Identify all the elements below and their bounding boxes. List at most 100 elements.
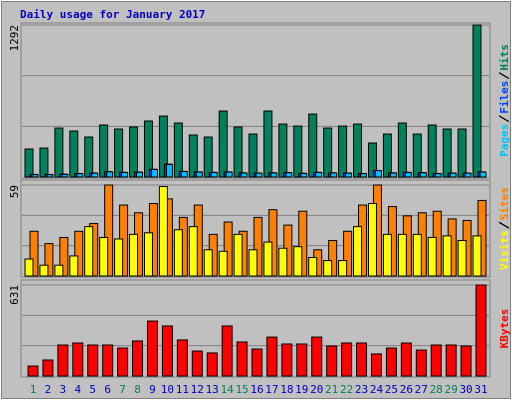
bar: [285, 172, 293, 178]
bar: [24, 148, 34, 178]
bar: [353, 226, 363, 277]
bar: [293, 246, 303, 277]
bar: [472, 235, 482, 277]
bar: [330, 172, 338, 178]
bar: [341, 342, 353, 377]
x-tick-label: 18: [280, 383, 293, 396]
y-tick-label: 631: [8, 285, 21, 305]
bar: [176, 339, 188, 377]
x-tick-label: 31: [474, 383, 487, 396]
legend: KBytes: [498, 309, 511, 349]
x-tick-label: 6: [104, 383, 111, 396]
bar: [57, 344, 69, 377]
bar: [203, 249, 213, 277]
bar: [345, 172, 353, 178]
bar: [136, 171, 144, 178]
x-tick-label: 23: [355, 383, 368, 396]
bar: [278, 247, 288, 277]
bar: [84, 136, 94, 178]
bar: [293, 125, 303, 178]
x-tick-label: 25: [385, 383, 398, 396]
bar: [419, 172, 427, 178]
bar: [173, 229, 183, 277]
bar: [29, 230, 39, 277]
x-tick-label: 5: [89, 383, 96, 396]
x-tick-label: 26: [400, 383, 413, 396]
bar: [253, 216, 263, 277]
bar: [475, 284, 487, 377]
bar: [195, 171, 203, 178]
bar: [210, 172, 218, 178]
x-tick-label: 27: [415, 383, 428, 396]
bar: [161, 325, 173, 377]
bar: [367, 203, 377, 277]
bar: [308, 256, 318, 277]
x-tick-label: 10: [161, 383, 174, 396]
legend-label: Visits: [498, 230, 511, 270]
x-tick-label: 3: [60, 383, 67, 396]
bar: [233, 126, 243, 178]
bar: [84, 226, 94, 277]
bar: [356, 342, 368, 377]
bar: [165, 164, 173, 178]
bar: [263, 241, 273, 277]
bar: [263, 110, 273, 178]
bar: [382, 133, 392, 178]
legend: Pages Files Hits: [498, 44, 511, 157]
x-tick-label: 8: [134, 383, 141, 396]
bar: [129, 126, 139, 178]
bar: [367, 142, 377, 178]
x-tick-label: 12: [191, 383, 204, 396]
bar: [39, 147, 49, 178]
x-tick-label: 17: [265, 383, 278, 396]
bar: [121, 172, 129, 178]
bar: [158, 115, 168, 178]
legend-label: Sites: [498, 187, 511, 220]
bar: [464, 172, 472, 178]
bar: [69, 130, 79, 178]
bar: [31, 174, 39, 178]
bar: [24, 258, 34, 277]
y-tick-label: 59: [8, 185, 21, 198]
bar: [61, 173, 69, 178]
bar: [442, 235, 452, 277]
bar: [449, 172, 457, 178]
bar: [397, 122, 407, 178]
bar: [225, 171, 233, 178]
bar: [385, 347, 397, 377]
x-tick-label: 7: [119, 383, 126, 396]
bar: [188, 226, 198, 277]
bar: [59, 236, 69, 277]
bar: [180, 171, 188, 178]
bar: [338, 125, 348, 178]
bar: [143, 120, 153, 178]
bar: [427, 124, 437, 178]
bar: [233, 233, 243, 277]
bar: [472, 24, 482, 178]
x-tick-label: 28: [430, 383, 443, 396]
bar: [311, 336, 323, 377]
bar: [412, 233, 422, 277]
bar: [146, 320, 158, 377]
bar: [173, 122, 183, 178]
bar: [374, 170, 382, 178]
bar: [206, 352, 218, 377]
bar: [76, 173, 84, 178]
bar: [44, 243, 54, 277]
bar: [255, 172, 263, 178]
bar: [99, 236, 109, 277]
bar: [445, 344, 457, 377]
x-tick-label: 14: [221, 383, 235, 396]
bar: [460, 345, 472, 377]
legend-separator: [498, 221, 510, 229]
bar: [143, 232, 153, 277]
bar: [158, 186, 168, 277]
bar: [27, 365, 39, 377]
x-tick-label: 1: [30, 383, 37, 396]
bar: [389, 172, 397, 178]
bar: [326, 345, 338, 377]
bar: [114, 128, 124, 178]
bar: [308, 113, 318, 178]
